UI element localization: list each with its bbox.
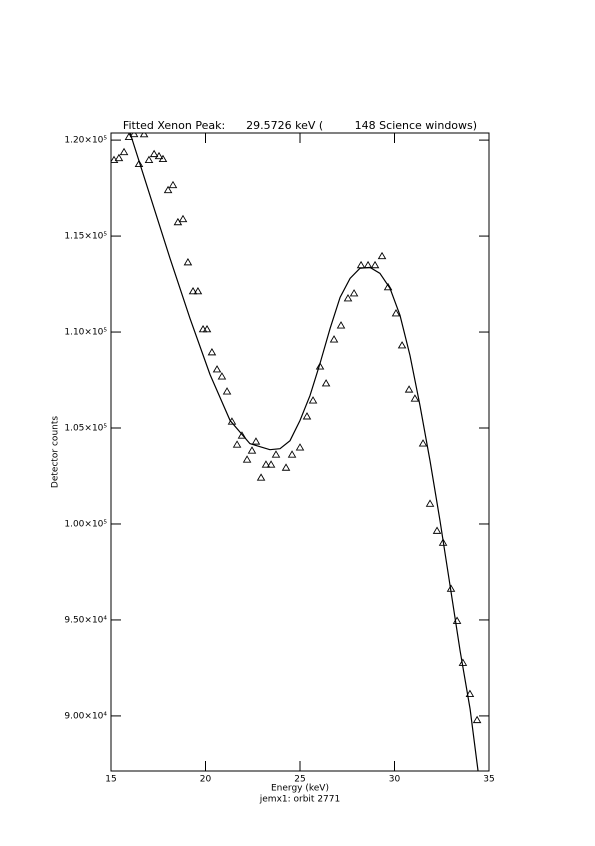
data-point: [261, 460, 271, 468]
data-point: [207, 347, 217, 356]
data-point: [271, 450, 281, 458]
x-axis-label: Energy (keV): [271, 784, 329, 794]
data-point: [391, 309, 401, 317]
y-tick-label: 1.00×10⁵: [64, 519, 107, 529]
data-point: [336, 321, 346, 329]
data-point: [129, 133, 139, 138]
data-point: [349, 289, 359, 297]
data-point: [212, 365, 222, 373]
data-point: [281, 463, 291, 471]
data-point: [438, 538, 448, 546]
data-point: [432, 526, 442, 534]
y-tick-label: 1.05×10⁵: [64, 424, 107, 434]
data-point: [158, 154, 168, 163]
data-point: [418, 439, 428, 447]
data-point: [287, 450, 297, 458]
subtitle: jemx1: orbit 2771: [259, 795, 340, 805]
data-point: [202, 324, 212, 333]
y-axis-label: Detector counts: [51, 416, 61, 488]
data-point: [183, 257, 193, 266]
data-point: [315, 362, 325, 370]
x-tick-label: 30: [389, 775, 401, 785]
data-point: [178, 214, 188, 223]
x-tick-label: 25: [294, 775, 305, 785]
data-point: [119, 147, 129, 156]
plot-area: [111, 133, 482, 771]
data-point: [242, 455, 252, 463]
data-point: [247, 446, 257, 454]
data-point: [266, 460, 276, 468]
plot-frame: [110, 132, 490, 772]
data-point: [168, 180, 178, 189]
data-point: [363, 260, 373, 269]
y-tick-label: 9.50×10⁴: [64, 615, 107, 625]
data-point: [308, 396, 318, 404]
data-point: [144, 155, 154, 164]
data-point: [404, 385, 414, 393]
data-point: [139, 133, 149, 138]
x-tick-label: 20: [200, 775, 212, 785]
y-tick-label: 1.10×10⁵: [64, 328, 107, 338]
data-point: [465, 689, 475, 697]
data-point: [193, 286, 203, 295]
data-point: [343, 294, 353, 302]
data-point: [154, 151, 164, 160]
data-point: [410, 394, 420, 402]
data-point: [377, 251, 387, 260]
data-point: [472, 715, 482, 724]
data-point: [149, 149, 159, 158]
data-point: [302, 412, 312, 420]
data-point: [397, 341, 407, 349]
x-tick-label: 35: [483, 775, 494, 785]
y-tick-label: 9.00×10⁴: [64, 711, 107, 721]
data-point: [295, 443, 305, 451]
data-point: [329, 335, 339, 343]
data-point: [356, 260, 366, 269]
data-point: [222, 387, 232, 395]
data-point: [425, 499, 435, 507]
x-tick-label: 15: [105, 775, 116, 785]
data-point: [134, 159, 144, 168]
data-point: [188, 286, 198, 295]
y-tick-label: 1.15×10⁵: [64, 232, 107, 242]
y-tick-label: 1.20×10⁵: [64, 136, 107, 146]
fit-curve: [129, 133, 479, 771]
data-point: [237, 431, 247, 439]
data-point: [251, 437, 261, 445]
data-point: [114, 153, 124, 162]
chart-title: Fitted Xenon Peak: 29.5726 keV ( 148 Sci…: [123, 119, 477, 132]
data-point: [321, 379, 331, 387]
data-point: [232, 440, 242, 448]
data-point: [217, 372, 227, 380]
data-point: [163, 185, 173, 194]
data-point: [370, 260, 380, 269]
data-point: [383, 282, 393, 291]
data-point: [256, 473, 266, 481]
